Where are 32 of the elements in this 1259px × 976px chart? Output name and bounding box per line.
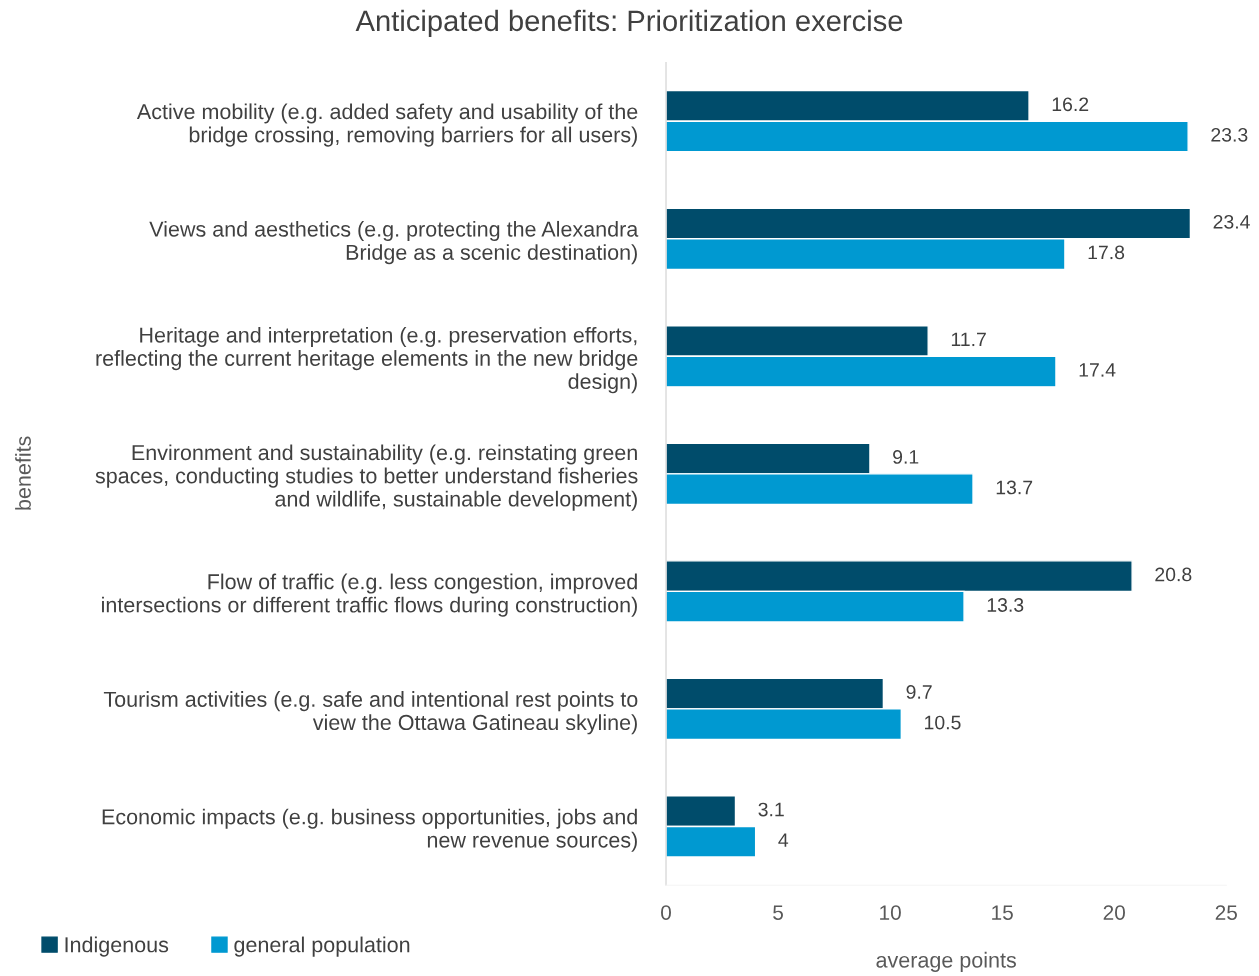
data-label: 3.1 bbox=[758, 802, 784, 817]
data-label: 4 bbox=[778, 833, 789, 847]
y-tick-label: Views and aesthetics (e.g. protecting the Alexandra Bridge as a scenic destination) bbox=[149, 220, 639, 265]
legend-label: Indigenous bbox=[65, 936, 169, 957]
data-label: 20.8 bbox=[1155, 567, 1192, 582]
x-tick-label: 0 bbox=[661, 905, 671, 920]
data-label: 11.7 bbox=[951, 332, 986, 347]
data-label: 17.8 bbox=[1088, 245, 1125, 260]
x-tick-label: 5 bbox=[773, 905, 783, 920]
x-axis-title: average points bbox=[876, 951, 1016, 972]
data-label: 17.4 bbox=[1079, 363, 1116, 377]
y-tick-label: Economic impacts (e.g. business opportunities, jobs and new revenue sources) bbox=[102, 808, 637, 852]
data-label: 9.7 bbox=[906, 685, 932, 699]
y-tick-label: Heritage and interpretation (e.g. preservation efforts, reflecting the current heritage elements in the new bridge design) bbox=[96, 326, 638, 394]
y-tick-label: Active mobility (e.g. added safety and usability of the bridge crossing, removing barriers for all users) bbox=[136, 103, 638, 147]
data-label: 10.5 bbox=[925, 715, 961, 730]
data-label: 13.3 bbox=[987, 598, 1024, 612]
y-tick-label: Flow of traffic (e.g. less congestion, improved intersections or different traffic flows during construction) bbox=[102, 573, 637, 617]
y-tick-label: Environment and sustainability (e.g. reinstating green spaces, conducting studies to better understand fisheries and wildlife, sustainable development) bbox=[95, 444, 638, 511]
x-tick-label: 15 bbox=[992, 905, 1013, 920]
data-label: 23.3 bbox=[1211, 127, 1248, 142]
chart-title: Anticipated benefits: Prioritization exercise bbox=[355, 9, 903, 37]
y-axis-title: benefits bbox=[15, 436, 31, 510]
data-label: 13.7 bbox=[996, 480, 1033, 495]
legend-label: general population bbox=[234, 936, 410, 957]
x-tick-label: 20 bbox=[1103, 905, 1125, 920]
x-tick-label: 25 bbox=[1215, 905, 1237, 920]
x-tick-label: 10 bbox=[880, 905, 901, 920]
y-tick-label: Tourism activities (e.g. safe and intentional rest points to view the Ottawa Gatineau skyline) bbox=[103, 691, 638, 735]
data-label: 9.1 bbox=[893, 450, 919, 464]
data-label: 23.4 bbox=[1213, 214, 1250, 229]
data-label: 16.2 bbox=[1052, 97, 1089, 112]
